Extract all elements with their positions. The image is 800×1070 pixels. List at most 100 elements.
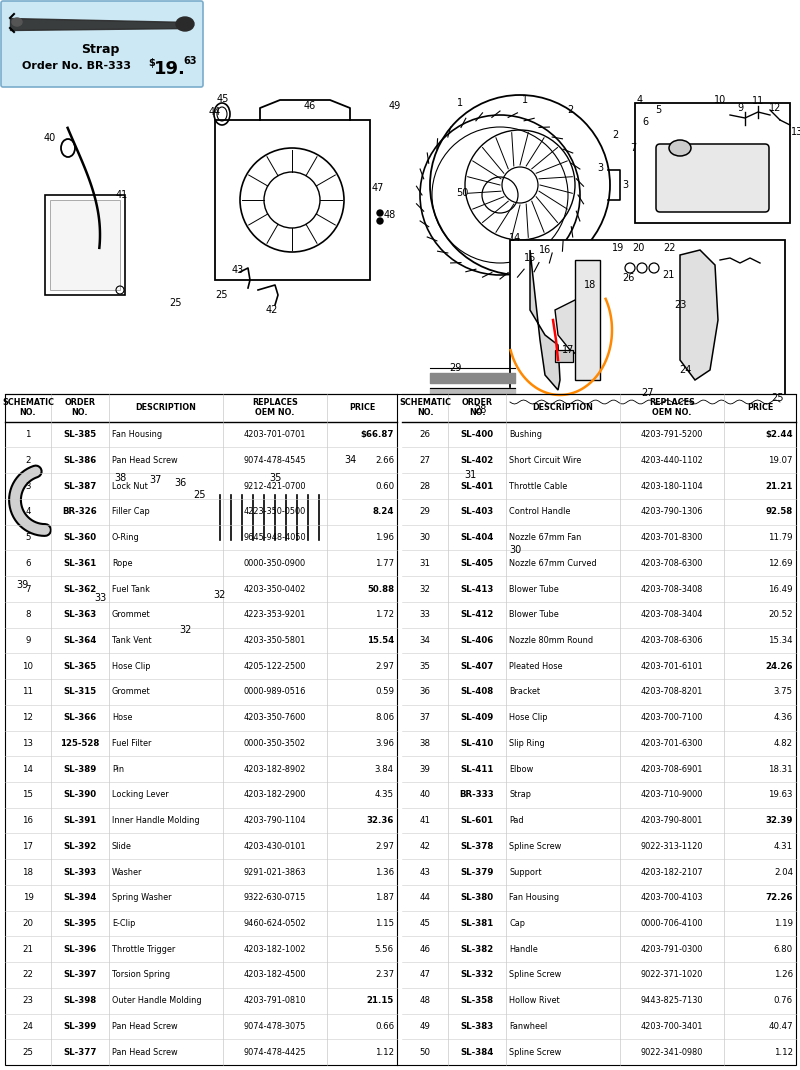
Polygon shape	[680, 250, 718, 380]
Text: 43: 43	[232, 265, 244, 275]
Text: Spline Screw: Spline Screw	[509, 970, 562, 979]
Text: SL-411: SL-411	[460, 765, 494, 774]
Text: 14: 14	[22, 765, 34, 774]
Text: 3: 3	[26, 482, 30, 490]
Text: Strap: Strap	[509, 791, 531, 799]
Text: 29: 29	[419, 507, 430, 517]
Text: 21.15: 21.15	[366, 996, 394, 1005]
Text: 26: 26	[419, 430, 430, 439]
Text: 19.: 19.	[154, 60, 186, 78]
Text: 8: 8	[26, 610, 30, 620]
Text: 4203-350-7600: 4203-350-7600	[244, 713, 306, 722]
Text: 3: 3	[622, 180, 628, 190]
Text: 16.49: 16.49	[769, 584, 793, 594]
Text: 47: 47	[419, 970, 430, 979]
Text: SL-379: SL-379	[460, 868, 494, 876]
Text: 63: 63	[183, 56, 197, 66]
Text: 4203-350-5801: 4203-350-5801	[244, 636, 306, 645]
Text: Torsion Spring: Torsion Spring	[112, 970, 170, 979]
Text: 4203-182-1002: 4203-182-1002	[244, 945, 306, 953]
Text: 2.37: 2.37	[375, 970, 394, 979]
Text: DESCRIPTION: DESCRIPTION	[533, 403, 594, 412]
Text: 0000-350-3502: 0000-350-3502	[244, 739, 306, 748]
Text: 10: 10	[714, 95, 726, 105]
Text: 0.76: 0.76	[774, 996, 793, 1005]
Text: 25: 25	[216, 290, 228, 300]
Text: SL-358: SL-358	[461, 996, 494, 1005]
Text: 50: 50	[456, 188, 468, 198]
Text: 4: 4	[637, 95, 643, 105]
Text: 12.69: 12.69	[769, 559, 793, 568]
Text: 17: 17	[562, 345, 574, 355]
Text: 4.35: 4.35	[375, 791, 394, 799]
Text: 27: 27	[419, 456, 430, 464]
Text: Spline Screw: Spline Screw	[509, 1048, 562, 1057]
Text: 3.96: 3.96	[375, 739, 394, 748]
Text: 12: 12	[22, 713, 34, 722]
Ellipse shape	[98, 493, 126, 533]
Text: 4203-180-1104: 4203-180-1104	[641, 482, 703, 490]
Text: 19.07: 19.07	[769, 456, 793, 464]
Text: 9074-478-3075: 9074-478-3075	[244, 1022, 306, 1030]
Text: 50.88: 50.88	[367, 584, 394, 594]
Text: Nozzle 67mm Fan: Nozzle 67mm Fan	[509, 533, 582, 542]
Text: 25: 25	[772, 393, 784, 403]
Text: O-Ring: O-Ring	[112, 533, 140, 542]
Text: 8.06: 8.06	[375, 713, 394, 722]
Text: 19: 19	[612, 243, 624, 253]
Text: 9022-313-1120: 9022-313-1120	[641, 842, 703, 851]
Text: SL-384: SL-384	[460, 1048, 494, 1057]
Text: Outer Handle Molding: Outer Handle Molding	[112, 996, 202, 1005]
Text: 19.63: 19.63	[769, 791, 793, 799]
Bar	[148, 500, 166, 515]
Ellipse shape	[176, 17, 194, 31]
Text: BR-333: BR-333	[460, 791, 494, 799]
Text: 22: 22	[22, 970, 34, 979]
Text: 23: 23	[22, 996, 34, 1005]
Text: 11: 11	[22, 687, 34, 697]
Text: 4203-182-2107: 4203-182-2107	[641, 868, 703, 876]
Text: 13: 13	[22, 739, 34, 748]
Text: PRICE: PRICE	[349, 403, 375, 412]
Text: 30: 30	[509, 545, 521, 555]
Text: Throttle Trigger: Throttle Trigger	[112, 945, 175, 953]
Text: 35: 35	[419, 661, 430, 671]
Text: 2.97: 2.97	[375, 661, 394, 671]
Text: SL-332: SL-332	[460, 970, 494, 979]
Text: 5: 5	[655, 105, 661, 114]
Text: SL-381: SL-381	[460, 919, 494, 928]
Text: 4203-708-6306: 4203-708-6306	[641, 636, 703, 645]
Text: 25: 25	[194, 490, 206, 500]
Text: SL-377: SL-377	[63, 1048, 97, 1057]
Ellipse shape	[104, 499, 120, 528]
Text: SL-382: SL-382	[460, 945, 494, 953]
Text: 4203-700-3401: 4203-700-3401	[641, 1022, 703, 1030]
Text: 28: 28	[474, 406, 486, 415]
Text: 4203-700-7100: 4203-700-7100	[641, 713, 703, 722]
Text: 21: 21	[22, 945, 34, 953]
Text: 4203-708-6300: 4203-708-6300	[641, 559, 703, 568]
Text: 2: 2	[567, 105, 573, 114]
Text: 1: 1	[26, 430, 30, 439]
Text: SL-387: SL-387	[63, 482, 97, 490]
Text: 7: 7	[630, 143, 636, 153]
Text: 9212-421-0700: 9212-421-0700	[244, 482, 306, 490]
Text: Elbow: Elbow	[509, 765, 534, 774]
Text: 24: 24	[679, 365, 691, 374]
Text: 47: 47	[372, 183, 384, 193]
Text: 0000-989-0516: 0000-989-0516	[244, 687, 306, 697]
Text: 43: 43	[419, 868, 430, 876]
Text: 9291-021-3863: 9291-021-3863	[244, 868, 306, 876]
Text: SL-410: SL-410	[460, 739, 494, 748]
Text: $2.44: $2.44	[766, 430, 793, 439]
Text: Blower Tube: Blower Tube	[509, 584, 558, 594]
Text: 4203-430-0101: 4203-430-0101	[244, 842, 306, 851]
Text: 9022-371-1020: 9022-371-1020	[641, 970, 703, 979]
Text: Washer: Washer	[112, 868, 142, 876]
Text: 39: 39	[419, 765, 430, 774]
Text: SL-393: SL-393	[63, 868, 97, 876]
Text: SL-601: SL-601	[461, 816, 494, 825]
Text: 10: 10	[22, 661, 34, 671]
Text: SL-406: SL-406	[460, 636, 494, 645]
Text: Hose Clip: Hose Clip	[509, 713, 547, 722]
